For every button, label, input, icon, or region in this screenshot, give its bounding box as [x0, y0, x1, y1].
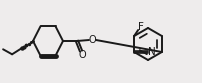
Text: N: N — [148, 47, 156, 57]
Text: F: F — [138, 22, 144, 32]
Text: O: O — [78, 50, 86, 60]
Text: O: O — [89, 35, 96, 44]
